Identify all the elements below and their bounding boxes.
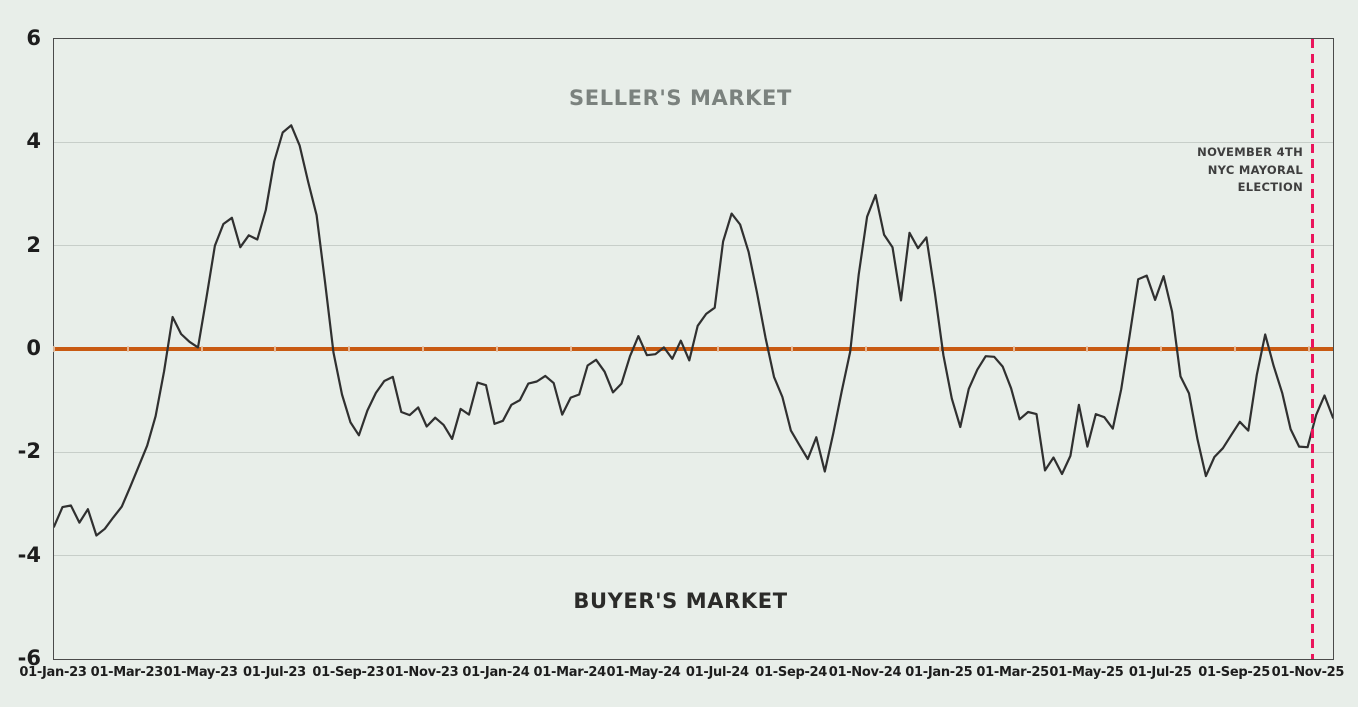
x-axis-label-01-Jan-23: 01-Jan-23 (19, 665, 87, 680)
y-axis-label-2: 2 (26, 232, 41, 257)
x-axis-label-01-May-25: 01-May-25 (1049, 665, 1124, 680)
zero-line-tick (126, 346, 129, 352)
y-axis-label-4: 4 (26, 129, 41, 154)
zero-line-tick (864, 346, 867, 352)
x-axis-label-01-Mar-23: 01-Mar-23 (90, 665, 164, 680)
y-axis-label--4: -4 (17, 542, 41, 567)
y-axis-label-0: 0 (26, 336, 41, 360)
zero-line-tick (495, 346, 498, 352)
zero-line-tick (938, 346, 941, 352)
election-annotation-line2: NYC MAYORAL (1207, 162, 1303, 177)
x-axis-label-01-Sep-24: 01-Sep-24 (755, 665, 828, 680)
y-axis-label--2: -2 (17, 439, 41, 464)
zero-line-tick (1160, 346, 1163, 352)
market-index-line (54, 124, 1333, 537)
zero-line-tick (1307, 346, 1310, 352)
x-axis-label-01-Jul-24: 01-Jul-24 (685, 665, 749, 680)
gridline-y--4 (54, 555, 1333, 557)
x-axis: 01-Jan-23 01-Mar-23 01-May-23 01-Jul-23 01-S… (19, 665, 1345, 695)
zero-axis-line (54, 347, 1333, 351)
x-axis-label-01-Sep-25: 01-Sep-25 (1198, 665, 1270, 680)
buyers-market-zone-label: BUYER'S MARKET (573, 589, 788, 613)
x-axis-label-01-Mar-24: 01-Mar-24 (533, 665, 607, 680)
sellers-market-zone-label: SELLER'S MARKET (569, 86, 792, 110)
x-axis-label-01-May-24: 01-May-24 (606, 665, 681, 680)
plot-area (53, 38, 1334, 660)
y-axis-label--6: -6 (17, 646, 41, 670)
zero-line-tick (569, 346, 572, 352)
zero-line-tick (791, 346, 794, 352)
zero-line-tick (53, 346, 55, 352)
zero-line-tick (422, 346, 425, 352)
zero-line-tick (1086, 346, 1089, 352)
election-annotation-line1: NOVEMBER 4TH (1197, 145, 1303, 159)
x-axis-label-01-Mar-25: 01-Mar-25 (976, 665, 1049, 680)
x-axis-label-01-Nov-24: 01-Nov-24 (828, 665, 902, 680)
zero-line-tick (717, 346, 720, 352)
election-annotation-line3: ELECTION (1237, 180, 1303, 194)
y-axis: 6 4 2 0 -2 -4 -6 (0, 26, 41, 670)
gridline-y-2 (54, 245, 1333, 247)
x-axis-label-01-Sep-23: 01-Sep-23 (312, 665, 385, 680)
gridline-y--2 (54, 451, 1333, 453)
zero-line-tick (1012, 346, 1015, 352)
x-axis-label-01-Nov-25: 01-Nov-25 (1271, 665, 1345, 680)
gridline-y-4 (54, 141, 1333, 143)
zero-line-tick (348, 346, 351, 352)
x-axis-label-01-Jan-24: 01-Jan-24 (462, 665, 530, 680)
x-axis-label-01-May-23: 01-May-23 (163, 665, 238, 680)
zero-line-tick (200, 346, 203, 352)
zero-line-tick (274, 346, 277, 352)
x-axis-label-01-Jul-23: 01-Jul-23 (243, 665, 306, 680)
x-axis-label-01-Jan-25: 01-Jan-25 (905, 665, 973, 680)
y-axis-label-6: 6 (26, 26, 41, 50)
market-index-line-chart (54, 124, 1333, 537)
zero-line-tick (1234, 346, 1237, 352)
election-date-marker-line (1311, 39, 1314, 659)
x-axis-label-01-Jul-25: 01-Jul-25 (1128, 665, 1192, 680)
x-axis-label-01-Nov-23: 01-Nov-23 (385, 665, 459, 680)
election-annotation: NOVEMBER 4TH NYC MAYORAL ELECTION (1197, 144, 1303, 197)
